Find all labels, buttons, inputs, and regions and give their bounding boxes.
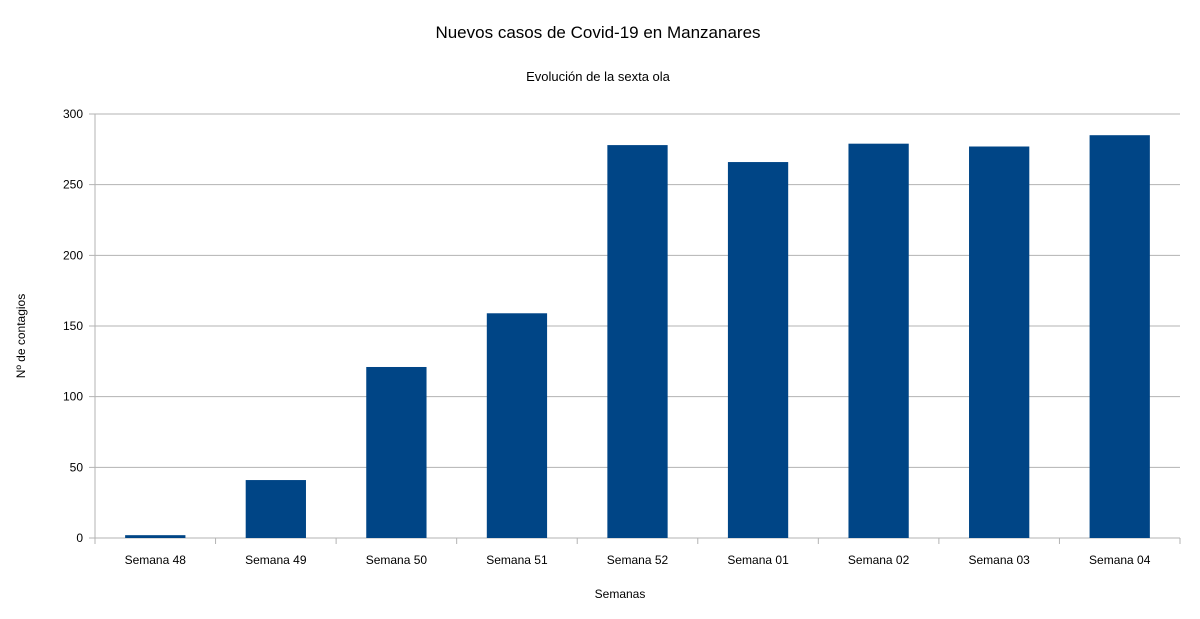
bar	[727, 162, 789, 538]
bar	[969, 146, 1030, 539]
y-tick-label: 100	[63, 390, 83, 404]
x-tick-label: Semana 02	[848, 553, 910, 567]
x-axis-ticks: Semana 48 Semana 49 Semana 50 Semana 51 Sema…	[125, 553, 1151, 567]
bars	[125, 135, 1150, 539]
chart-subtitle: Evolución de la sexta ola	[526, 69, 671, 84]
bar	[1089, 135, 1150, 538]
x-tick-label: Semana 50	[366, 553, 428, 567]
y-tick-label: 200	[63, 248, 83, 262]
y-tick-label: 0	[76, 531, 83, 545]
x-tick-label: Semana 49	[245, 553, 307, 567]
y-tick-label: 150	[63, 319, 83, 333]
bar	[366, 366, 427, 538]
chart-title: Nuevos casos de Covid-19 en Manzanares	[435, 23, 760, 42]
bar	[848, 143, 909, 538]
x-tick-label: Semana 51	[486, 553, 548, 567]
bar	[245, 480, 306, 538]
y-axis-label: Nº de contagios	[14, 294, 28, 378]
x-tick-label: Semana 48	[125, 553, 187, 567]
bar	[607, 145, 668, 539]
bar	[486, 313, 548, 538]
bar	[125, 535, 186, 538]
y-axis-ticks: 0 50 100 150 200 250 300	[63, 107, 83, 545]
y-tick-label: 50	[70, 460, 84, 474]
y-tick-label: 250	[63, 178, 83, 192]
x-tick-label: Semana 52	[607, 553, 669, 567]
x-tick-label: Semana 03	[968, 553, 1030, 567]
y-tick-label: 300	[63, 107, 83, 121]
x-tick-label: Semana 04	[1089, 553, 1151, 567]
x-tick-label: Semana 01	[727, 553, 789, 567]
x-axis-label: Semanas	[595, 587, 646, 601]
